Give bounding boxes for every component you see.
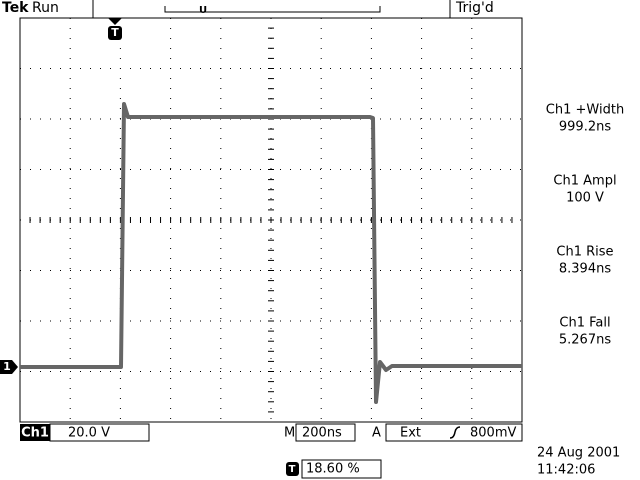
trigger-position: 18.60 % [306, 462, 360, 477]
trigger-box [385, 423, 523, 442]
slope-icon [449, 426, 461, 439]
timebase-label: M [284, 426, 295, 441]
measurement-value: 5.267ns [559, 333, 611, 348]
position-icon-label: T [289, 464, 296, 475]
trigger-position-marker: U [199, 5, 207, 16]
measurement-value: 999.2ns [559, 120, 611, 135]
measurement-label: Ch1 +Width [546, 103, 624, 118]
trigger-label: A [372, 426, 381, 441]
measurement-label: Ch1 Rise [556, 245, 613, 260]
trigger-level: 800mV [470, 426, 516, 441]
measurements: Ch1 +Width 999.2ns Ch1 Ampl 100 V Ch1 Rise 8.… [546, 103, 624, 348]
timebase: 200ns [302, 426, 342, 441]
trigger-label: T [111, 26, 119, 39]
graticule [19, 17, 523, 423]
position-box [301, 459, 382, 479]
channel-marker [0, 360, 18, 374]
trigger-arrow [108, 18, 122, 25]
timebase-box [295, 423, 356, 442]
measurement-label: Ch1 Fall [559, 316, 610, 331]
trigger-source: Ext [400, 426, 421, 441]
measurement-label: Ch1 Ampl [553, 174, 616, 189]
measurement-value: 100 V [566, 191, 604, 206]
volts-box [49, 423, 150, 442]
channel-label: Ch1 [21, 426, 49, 441]
time: 11:42:06 [537, 463, 595, 478]
record-bracket [164, 6, 381, 13]
channel-marker-label: 1 [3, 360, 11, 373]
channel-badge [20, 424, 50, 441]
brand: Tek [2, 0, 29, 16]
measurement-value: 8.394ns [559, 262, 611, 277]
run-state: Run [32, 0, 59, 16]
trigger-status: Trig'd [455, 0, 494, 16]
date: 24 Aug 2001 [537, 446, 620, 461]
waveform [20, 102, 522, 404]
trigger-icon [108, 26, 122, 40]
volts-per-div: 20.0 V [68, 426, 110, 441]
position-icon [286, 462, 299, 476]
